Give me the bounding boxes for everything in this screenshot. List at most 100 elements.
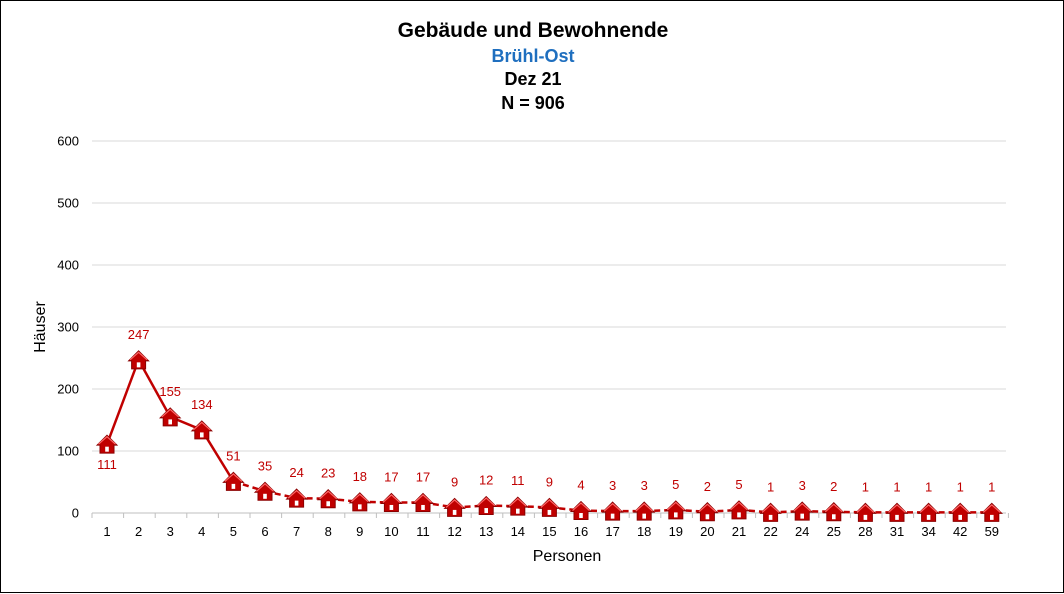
- x-tick-label: 20: [700, 524, 714, 539]
- house-icon: [474, 495, 498, 516]
- x-tick-label: 25: [827, 524, 841, 539]
- data-label: 3: [641, 478, 648, 493]
- data-label: 17: [416, 469, 430, 484]
- house-icon: [411, 492, 435, 512]
- y-axis-label: Häuser: [32, 301, 49, 353]
- x-tick-label: 9: [356, 524, 363, 539]
- house-icon: [980, 502, 1004, 522]
- data-label: 2: [830, 479, 837, 494]
- x-tick-label: 1: [103, 524, 110, 539]
- y-tick-label: 200: [57, 382, 79, 397]
- data-label: 23: [321, 466, 335, 481]
- house-icon: [158, 407, 182, 427]
- series-segment: [137, 359, 172, 418]
- y-axis: 0 100 200 300 400 500 600: [57, 134, 79, 521]
- data-label: 1: [893, 479, 900, 494]
- x-tick-label: 42: [953, 524, 967, 539]
- y-tick-label: 600: [57, 134, 79, 149]
- house-icon: [917, 502, 940, 522]
- markers: [95, 350, 1004, 522]
- data-label: 1: [988, 479, 995, 494]
- data-label: 111: [97, 457, 117, 472]
- house-icon: [222, 471, 245, 491]
- house-icon: [790, 501, 814, 521]
- house-icon: [727, 500, 751, 520]
- data-label: 24: [289, 465, 303, 480]
- house-icon: [696, 502, 719, 522]
- data-label: 18: [353, 469, 367, 484]
- x-tick-label: 22: [763, 524, 777, 539]
- house-icon: [569, 500, 593, 521]
- x-tick-label: 4: [198, 524, 205, 539]
- house-icon: [380, 492, 403, 512]
- y-tick-label: 500: [57, 196, 79, 211]
- house-icon: [854, 502, 877, 522]
- x-tick-label: 2: [135, 524, 142, 539]
- x-tick-label: 3: [167, 524, 174, 539]
- house-icon: [285, 488, 308, 508]
- house-icon: [316, 489, 340, 509]
- x-tick-label: 18: [637, 524, 651, 539]
- x-tick-label: 24: [795, 524, 809, 539]
- house-icon: [538, 497, 561, 517]
- house-icon: [95, 434, 119, 454]
- data-label: 9: [546, 474, 553, 489]
- x-tick-label: 8: [325, 524, 332, 539]
- x-tick-label: 14: [511, 524, 525, 539]
- x-tick-label: 15: [542, 524, 556, 539]
- data-label: 247: [128, 327, 150, 342]
- house-icon: [948, 502, 972, 522]
- x-tick-label: 34: [921, 524, 935, 539]
- x-tick-label: 10: [384, 524, 398, 539]
- data-label: 4: [577, 478, 584, 493]
- x-tick-label: 59: [985, 524, 999, 539]
- y-tick-label: 300: [57, 320, 79, 335]
- x-tick-label: 13: [479, 524, 493, 539]
- chart-subtitle-count: N = 906: [501, 93, 565, 113]
- data-label: 9: [451, 474, 458, 489]
- house-icon: [506, 496, 530, 516]
- data-label: 11: [511, 473, 525, 488]
- house-icon: [759, 502, 782, 522]
- house-icon: [443, 497, 466, 517]
- data-label: 5: [735, 477, 742, 492]
- x-tick-label: 31: [890, 524, 904, 539]
- x-tick-label: 11: [416, 524, 430, 539]
- data-label: 5: [672, 477, 679, 492]
- data-label: 51: [226, 448, 240, 463]
- house-icon: [822, 502, 846, 522]
- y-tick-label: 400: [57, 258, 79, 273]
- x-tick-label: 12: [447, 524, 461, 539]
- house-icon: [190, 420, 214, 440]
- x-tick-label: 16: [574, 524, 588, 539]
- gridlines: [92, 140, 1006, 452]
- x-axis-label: Personen: [533, 548, 602, 565]
- data-label: 1: [862, 479, 869, 494]
- data-label: 2: [704, 479, 711, 494]
- x-tick-label: 5: [230, 524, 237, 539]
- data-label: 1: [925, 479, 932, 494]
- x-tick-label: 21: [732, 524, 746, 539]
- chart-title: Gebäude und Bewohnende: [397, 19, 669, 42]
- data-label: 12: [479, 473, 493, 488]
- house-icon: [348, 492, 372, 512]
- x-tick-label: 17: [605, 524, 619, 539]
- chart-subtitle-date: Dez 21: [504, 69, 562, 89]
- data-label: 1: [767, 479, 774, 494]
- house-icon: [632, 501, 656, 521]
- data-label: 3: [609, 478, 616, 493]
- house-icon: [253, 481, 277, 501]
- y-tick-label: 100: [57, 444, 79, 459]
- data-label: 3: [799, 478, 806, 493]
- x-tick-label: 28: [858, 524, 872, 539]
- chart-subtitle-location: Brühl-Ost: [491, 46, 575, 66]
- data-label: 1: [957, 479, 964, 494]
- data-label: 134: [191, 397, 213, 412]
- house-icon: [885, 502, 909, 522]
- data-label: 17: [384, 469, 398, 484]
- house-icon: [664, 500, 688, 520]
- house-icon: [127, 350, 150, 370]
